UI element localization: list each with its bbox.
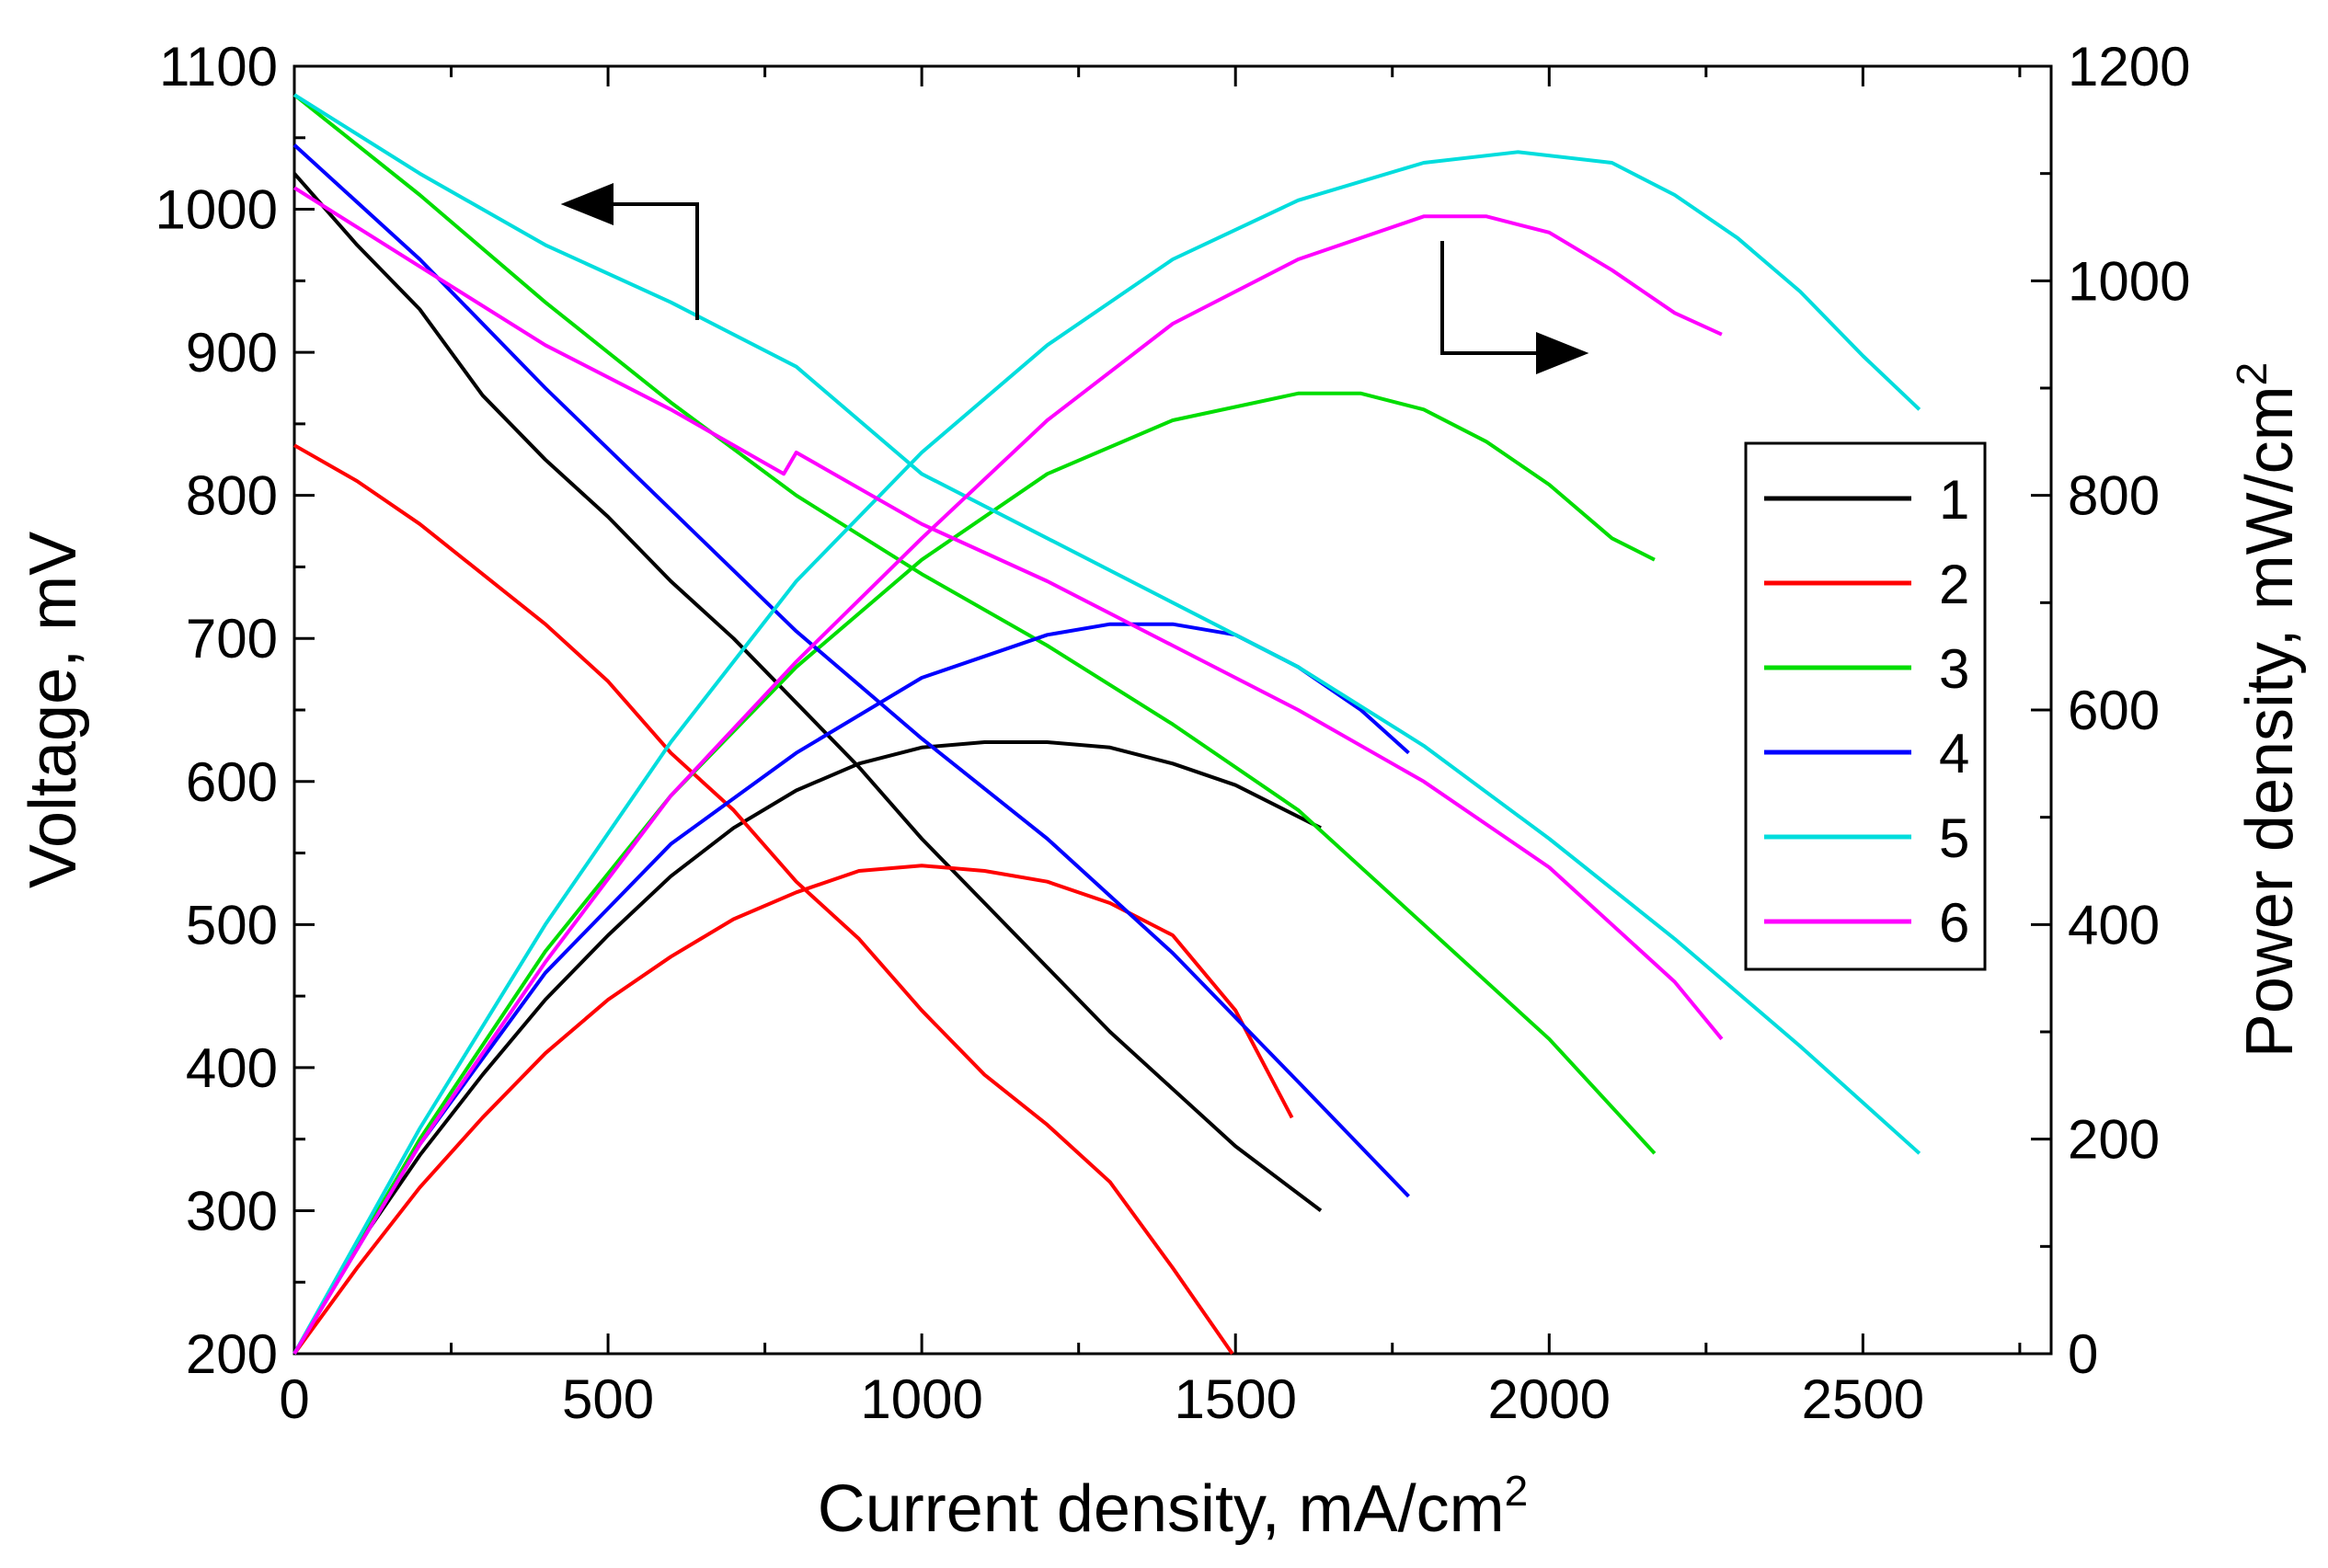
x-tick-label: 1500: [1174, 1368, 1296, 1430]
y-axis-title-left: Voltage, mV: [17, 532, 90, 888]
y-axis-title-right: Power density, mW/cm2: [2228, 362, 2307, 1058]
y-left-tick-label: 300: [186, 1180, 278, 1242]
right-axis-arrow: [1440, 241, 1589, 374]
left-axis-arrow: [560, 183, 699, 320]
y-right-tick-label: 800: [2068, 465, 2160, 527]
y-right-tick-label: 600: [2068, 680, 2160, 741]
legend-label-1: 1: [1939, 469, 1969, 531]
power-line-series-5: [292, 150, 1921, 1355]
power-line-series-1: [292, 740, 1322, 1356]
voltage-line-series-6: [292, 186, 1724, 1041]
y-right-tick-label: 0: [2068, 1323, 2098, 1385]
y-left-tick-label: 700: [186, 608, 278, 670]
legend-label-3: 3: [1939, 638, 1969, 700]
x-tick-label: 0: [279, 1368, 309, 1430]
y-right-tick-label: 200: [2068, 1109, 2160, 1171]
x-tick-label: 1000: [860, 1368, 982, 1430]
legend-box: [1744, 441, 1987, 971]
voltage-line-series-1: [292, 172, 1323, 1212]
y-right-tick-label: 400: [2068, 894, 2160, 956]
axis-ticks: 0 500 1000 1500 2000 250020030040050060070080…: [155, 36, 2191, 1430]
x-axis-title: Current density, mA/cm2: [818, 1467, 1528, 1546]
y-left-tick-label: 800: [186, 465, 278, 527]
y-left-tick-label: 900: [186, 322, 278, 383]
x-tick-label: 2500: [1802, 1368, 1924, 1430]
legend-label-2: 2: [1939, 554, 1969, 615]
power-line-series-4: [292, 622, 1410, 1356]
voltage-line-series-4: [292, 143, 1410, 1198]
y-right-tick-label: 1000: [2068, 250, 2190, 312]
power-line-series-6: [292, 214, 1723, 1356]
legend-label-5: 5: [1939, 807, 1969, 869]
x-tick-label: 2000: [1488, 1368, 1611, 1430]
series-layer: [292, 93, 1921, 1356]
y-right-tick-label: 1200: [2068, 36, 2190, 97]
legend-label-4: 4: [1939, 723, 1969, 784]
voltage-line-series-5: [292, 93, 1921, 1155]
voltage-line-series-3: [292, 93, 1657, 1155]
y-left-tick-label: 1100: [159, 36, 278, 97]
legend: 1 2 3 4 5 6: [1744, 441, 1987, 971]
power-line-series-3: [292, 391, 1656, 1356]
y-left-tick-label: 1000: [155, 179, 278, 241]
y-left-tick-label: 600: [186, 751, 278, 813]
legend-label-6: 6: [1939, 892, 1969, 954]
y-left-tick-label: 200: [186, 1323, 278, 1385]
y-left-tick-label: 400: [186, 1037, 278, 1099]
y-left-tick-label: 500: [186, 894, 278, 956]
x-tick-label: 500: [562, 1368, 654, 1430]
voltage-line-series-2: [293, 443, 1234, 1356]
